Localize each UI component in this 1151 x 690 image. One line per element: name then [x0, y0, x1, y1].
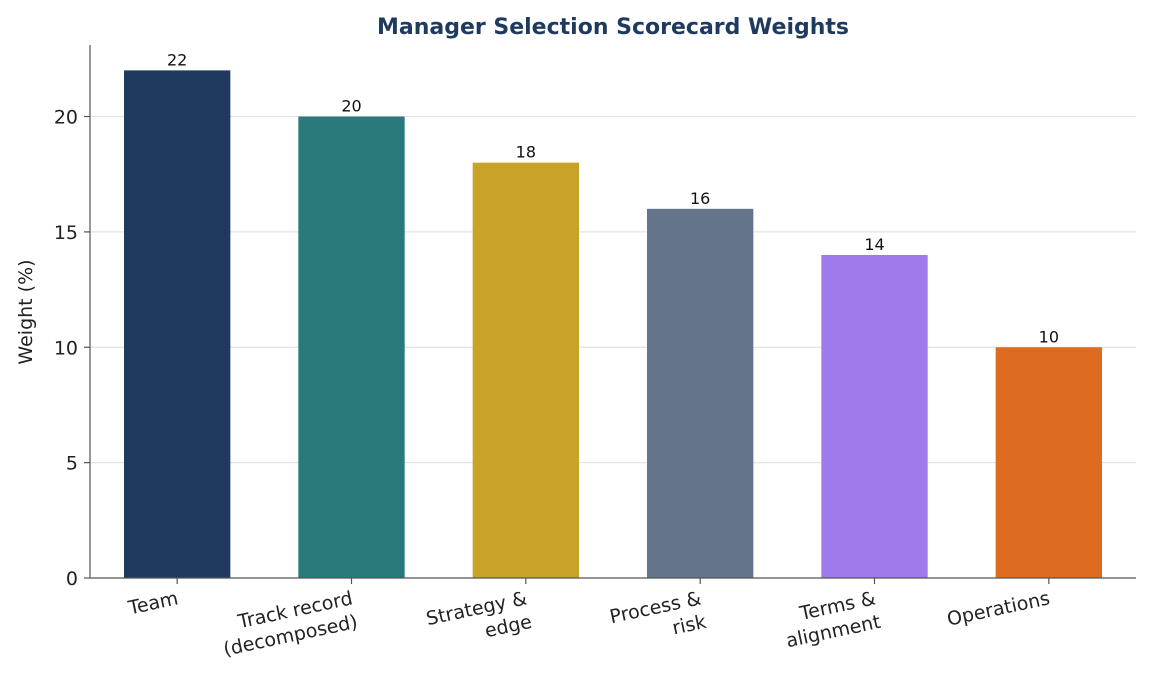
bar: [995, 347, 1103, 578]
bar-value-label: 22: [167, 50, 187, 69]
y-tick-label: 20: [54, 107, 78, 129]
y-axis-label: Weight (%): [15, 259, 37, 364]
bar: [821, 254, 928, 578]
x-tick-label-line: risk: [670, 611, 708, 640]
axes: [89, 45, 1136, 579]
x-tick-label-line: Team: [126, 587, 181, 619]
bar: [472, 162, 580, 578]
y-axis-ticks: 0 5 10 15 20: [54, 107, 90, 590]
bar-value-label: 14: [864, 235, 884, 254]
bar: [646, 208, 754, 578]
y-tick-label: 5: [66, 453, 78, 475]
bars: 22 20 18 16 14 10: [123, 50, 1103, 578]
bar-value-label: 10: [1039, 327, 1059, 346]
bar-value-label: 20: [341, 97, 361, 116]
x-tick-label: Operations: [945, 587, 1052, 630]
bar-value-label: 16: [690, 189, 710, 208]
chart-title: Manager Selection Scorecard Weights: [377, 15, 849, 40]
x-tick-label: Strategy &edge: [424, 587, 534, 653]
y-tick-label: 10: [54, 337, 78, 359]
bar-value-label: 18: [516, 143, 536, 162]
gridlines: [90, 115, 1136, 464]
bar: [123, 70, 231, 578]
x-tick-label-line: Operations: [945, 587, 1052, 630]
x-axis-ticks: Team Track record(decomposed) Strategy &ed…: [126, 578, 1052, 661]
x-tick-label: Terms &alignment: [779, 587, 883, 652]
x-tick-label: Team: [126, 587, 181, 619]
y-tick-label: 15: [54, 222, 78, 244]
bar: [298, 116, 405, 578]
y-tick-label: 0: [66, 568, 78, 590]
x-tick-label: Track record(decomposed): [216, 587, 359, 660]
x-tick-label: Process &risk: [608, 587, 709, 651]
